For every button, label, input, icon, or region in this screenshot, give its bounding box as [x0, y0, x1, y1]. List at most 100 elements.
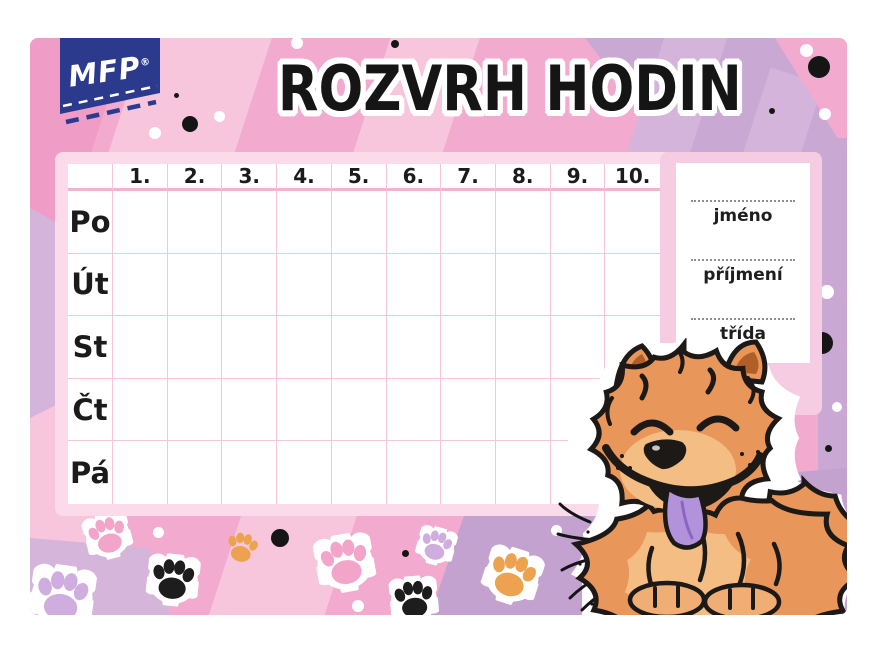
white-dot-icon — [819, 108, 831, 120]
schedule-cell[interactable] — [441, 191, 496, 254]
schedule-cell[interactable] — [605, 254, 660, 317]
schedule-cell[interactable] — [441, 253, 496, 317]
corner-cell — [68, 164, 113, 191]
day-label-cell: Čt — [68, 378, 113, 442]
schedule-cell[interactable] — [386, 316, 442, 379]
schedule-cell[interactable] — [386, 253, 442, 317]
schedule-cell[interactable] — [277, 191, 332, 254]
schedule-cell[interactable] — [331, 378, 387, 442]
schedule-cell[interactable] — [441, 441, 496, 504]
schedule-cell[interactable] — [495, 253, 551, 317]
schedule-cell[interactable] — [331, 253, 387, 317]
period-header-cell: 4. — [277, 164, 332, 191]
schedule-cell[interactable] — [495, 191, 551, 254]
schedule-cell[interactable] — [550, 316, 606, 379]
paw-print-icon — [30, 559, 98, 615]
schedule-cell[interactable] — [222, 378, 278, 442]
dotted-write-line — [691, 318, 795, 320]
field-trida[interactable]: třída — [688, 318, 798, 344]
field-label-jmeno: jméno — [713, 206, 773, 226]
schedule-cell[interactable] — [113, 316, 168, 379]
schedule-cell[interactable] — [550, 191, 606, 254]
schedule-cell[interactable] — [167, 253, 223, 317]
schedule-cell[interactable] — [113, 441, 168, 504]
black-dot-icon — [391, 40, 399, 48]
period-header-cell: 1. — [113, 164, 168, 191]
schedule-cell[interactable] — [277, 441, 332, 504]
day-label-cell: Út — [68, 253, 113, 317]
field-label-trida: třída — [720, 324, 766, 344]
schedule-cell[interactable] — [331, 316, 387, 379]
schedule-cell[interactable] — [441, 378, 496, 442]
schedule-cell[interactable] — [222, 253, 278, 317]
period-header-cell: 5. — [331, 164, 387, 191]
black-dot-icon — [769, 108, 775, 114]
white-dot-icon — [352, 600, 364, 612]
schedule-cell[interactable] — [277, 253, 332, 317]
day-label-cell: Pá — [68, 441, 113, 504]
white-dot-icon — [832, 402, 842, 412]
white-dot-icon — [149, 127, 161, 139]
field-prijmeni[interactable]: příjmení — [688, 259, 798, 285]
black-dot-icon — [401, 549, 409, 557]
white-dot-icon — [213, 110, 225, 122]
period-header-cell: 6. — [386, 164, 442, 191]
white-dot-icon — [550, 524, 562, 536]
schedule-cell[interactable] — [113, 378, 168, 442]
schedule-cell[interactable] — [550, 253, 606, 317]
mfp-logo: MFP® — [60, 38, 160, 128]
mfp-logo-flag — [60, 38, 160, 125]
schedule-cell[interactable] — [277, 316, 332, 379]
day-label-cell: Po — [68, 191, 113, 254]
schedule-cell[interactable] — [496, 441, 551, 504]
field-jmeno[interactable]: jméno — [688, 200, 798, 226]
schedule-cell[interactable] — [386, 191, 442, 254]
period-header-cell: 9. — [550, 164, 606, 191]
schedule-cell[interactable] — [495, 378, 551, 442]
schedule-cell[interactable] — [222, 441, 278, 504]
white-dot-icon — [799, 43, 813, 57]
timetable-grid: 1. 2. 3. 4. 5. 6. 7. 8. 9. 10. Po Út St Čt Pá — [68, 164, 660, 504]
schedule-cell[interactable] — [332, 441, 387, 504]
poster-card: MFP® ROZVRH HODIN 1. 2. 3. 4. 5. 6. 7. 8. 9. 10. P… — [30, 38, 847, 615]
schedule-cell[interactable] — [387, 441, 442, 504]
schedule-cell[interactable] — [168, 441, 223, 504]
period-header-cell: 2. — [167, 164, 223, 191]
paw-print-icon — [413, 524, 459, 568]
paw-print-icon — [142, 549, 202, 611]
schedule-cell[interactable] — [386, 378, 442, 442]
dotted-write-line — [691, 200, 795, 202]
schedule-cell[interactable] — [441, 316, 496, 379]
period-header-cell: 8. — [495, 164, 551, 191]
paw-print-icon — [478, 544, 546, 608]
poster-title-text: ROZVRH HODIN — [277, 52, 742, 125]
field-label-prijmeni: příjmení — [703, 265, 783, 285]
schedule-cell[interactable] — [113, 253, 168, 317]
schedule-cell[interactable] — [167, 378, 223, 442]
paw-print-icon — [312, 529, 379, 597]
white-dot-icon — [820, 285, 834, 299]
paw-print-icon — [81, 509, 136, 563]
schedule-cell[interactable] — [167, 316, 223, 379]
schedule-cell[interactable] — [113, 191, 168, 254]
period-header-cell: 3. — [222, 164, 278, 191]
schedule-cell[interactable] — [495, 316, 551, 379]
schedule-cell[interactable] — [331, 191, 387, 254]
period-header-cell: 10. — [605, 164, 660, 191]
black-dot-icon — [824, 444, 832, 452]
white-dot-icon — [152, 526, 164, 538]
schedule-cell[interactable] — [277, 378, 332, 442]
schedule-cell[interactable] — [222, 316, 278, 379]
period-header-cell: 7. — [441, 164, 496, 191]
schedule-cell[interactable] — [605, 191, 660, 254]
schedule-cell[interactable] — [222, 191, 278, 254]
chow-chow-dog-illustration — [552, 330, 847, 615]
white-dot-icon — [291, 38, 303, 49]
poster-title: ROZVRH HODIN — [237, 56, 742, 121]
paw-print-icon — [387, 571, 442, 615]
black-dot-icon — [271, 529, 289, 547]
timetable-frame: 1. 2. 3. 4. 5. 6. 7. 8. 9. 10. Po Út St Čt Pá — [55, 152, 673, 516]
schedule-cell[interactable] — [167, 191, 223, 254]
dotted-write-line — [691, 259, 795, 261]
